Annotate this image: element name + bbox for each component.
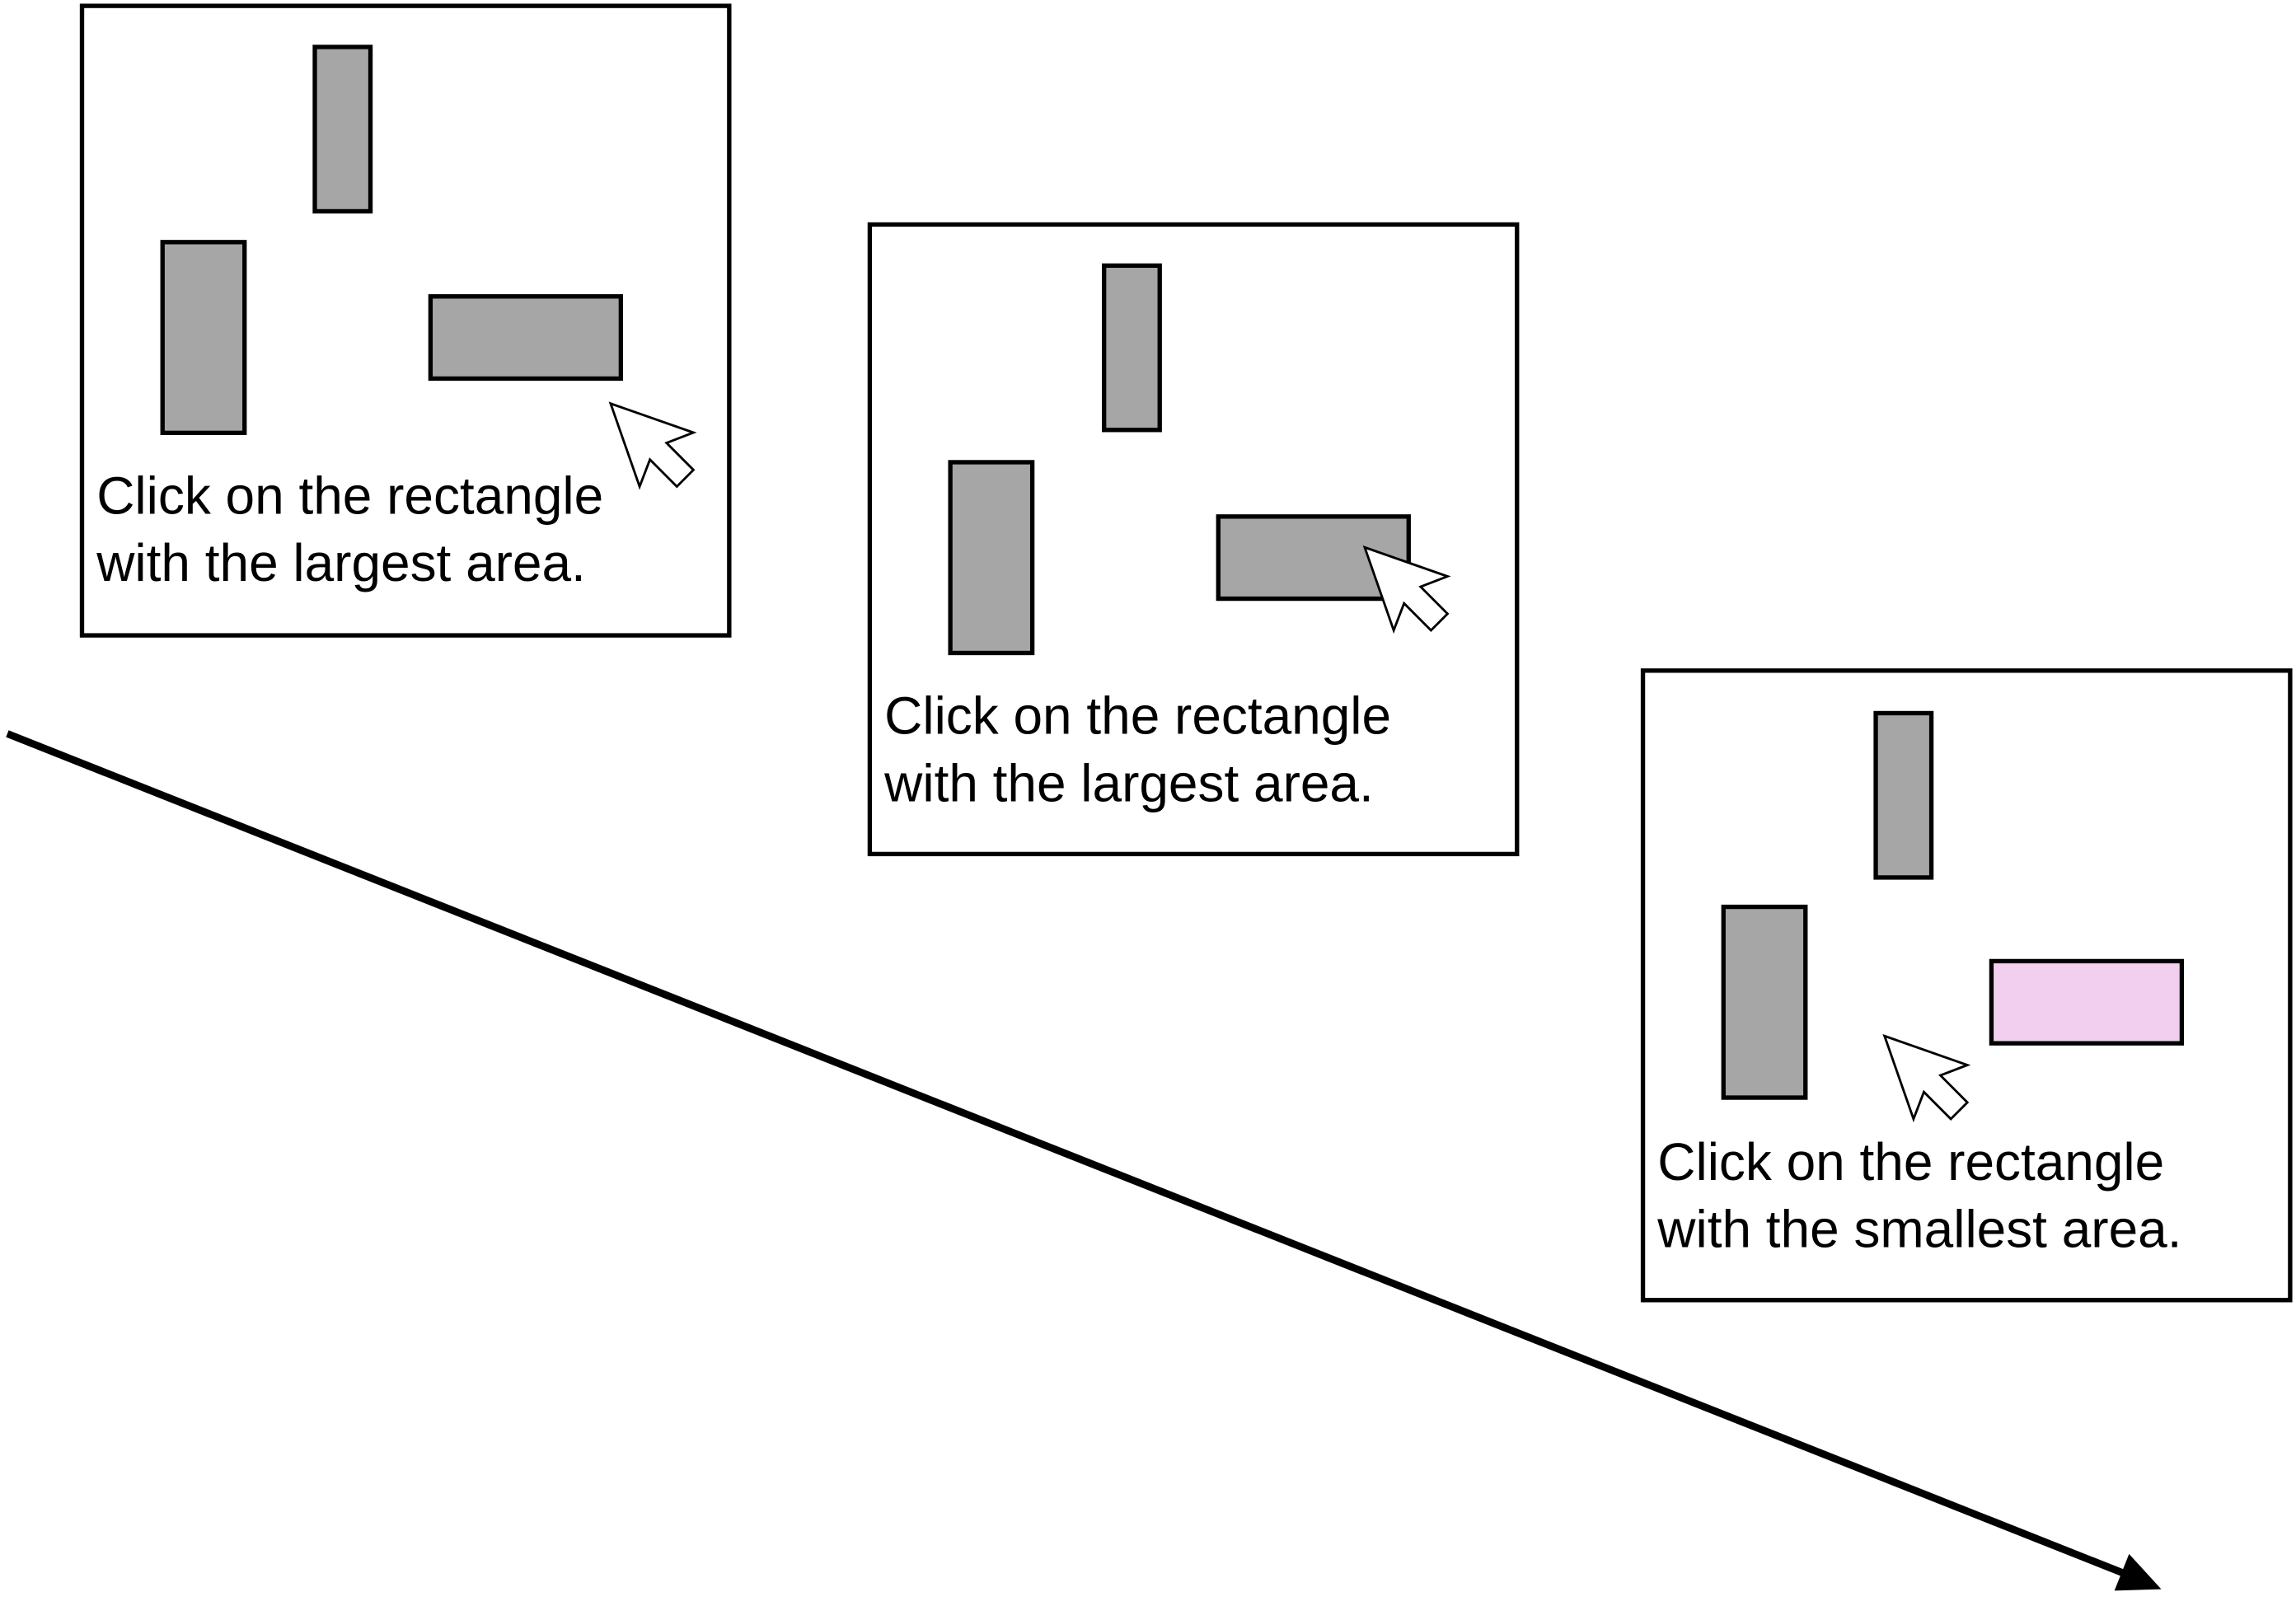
mouse-pointer-icon	[608, 401, 697, 490]
trial-panel-3: Click on the rectangle with the smallest…	[1640, 668, 2293, 1303]
rectangle-narrow[interactable]	[312, 44, 373, 214]
trial-panel-2: Click on the rectangle with the largest …	[867, 222, 1520, 857]
instruction-line-2: with the largest area.	[883, 753, 1374, 812]
rectangle-tall[interactable]	[948, 460, 1035, 656]
trial-panel-1: Click on the rectangle with the largest …	[79, 3, 732, 638]
arrow-icon	[2114, 1553, 2162, 1591]
rectangle-narrow[interactable]	[1102, 263, 1162, 433]
instruction-line-1: Click on the rectangle	[96, 466, 603, 525]
rectangle-narrow[interactable]	[1873, 710, 1934, 880]
rectangle-wide-highlighted[interactable]	[1989, 958, 2185, 1046]
rectangle-tall[interactable]	[160, 240, 247, 436]
rectangle-wide[interactable]	[428, 294, 624, 382]
instruction-line-2: with the smallest area.	[1656, 1200, 2181, 1259]
instruction-line-2: with the largest area.	[96, 533, 586, 592]
rectangle-tall[interactable]	[1721, 904, 1808, 1100]
time-arrow-line	[6, 730, 2125, 1577]
mouse-pointer-icon	[1882, 1033, 1971, 1123]
time-arrow	[6, 730, 2162, 1591]
mouse-pointer-icon	[1362, 545, 1451, 634]
instruction-line-1: Click on the rectangle	[884, 686, 1391, 745]
instruction-line-1: Click on the rectangle	[1657, 1132, 2164, 1192]
